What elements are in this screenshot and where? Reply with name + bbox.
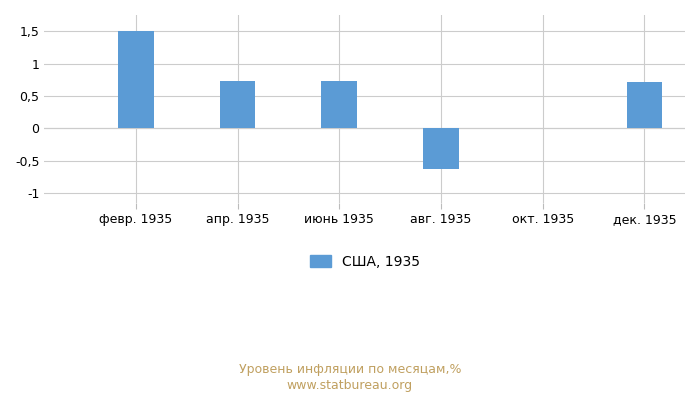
Bar	[118, 31, 154, 128]
Bar	[220, 81, 256, 128]
Bar	[321, 81, 357, 128]
Bar	[626, 82, 662, 128]
Legend: США, 1935: США, 1935	[304, 249, 425, 274]
Text: Уровень инфляции по месяцам,%: Уровень инфляции по месяцам,%	[239, 364, 461, 376]
Bar	[424, 128, 458, 169]
Text: www.statbureau.org: www.statbureau.org	[287, 380, 413, 392]
